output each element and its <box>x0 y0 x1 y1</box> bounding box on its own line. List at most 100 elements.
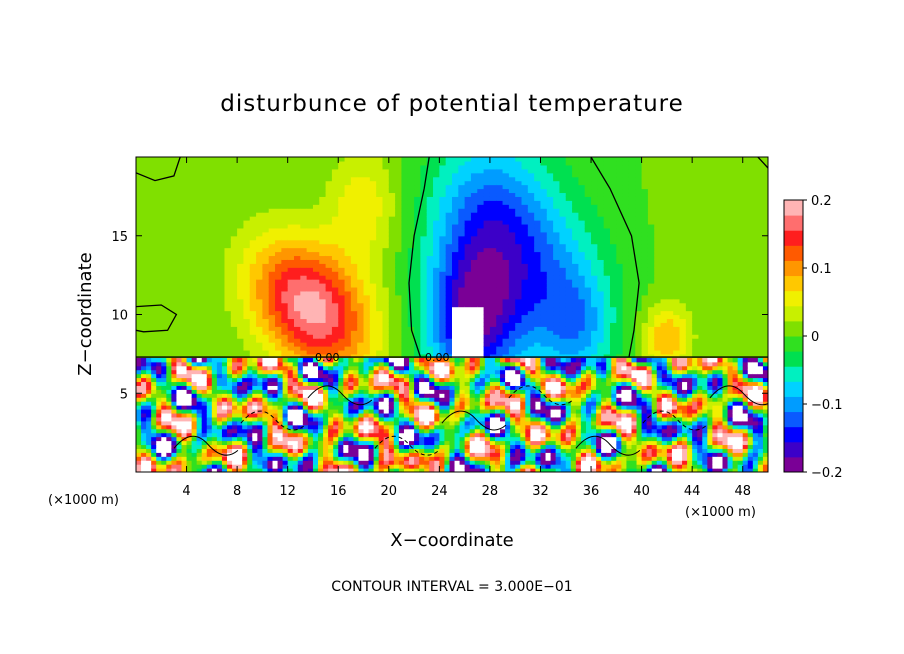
field-cell <box>350 259 358 264</box>
field-cell <box>496 251 504 257</box>
field-cell <box>344 302 352 308</box>
field-cell <box>199 353 207 359</box>
field-cell <box>420 330 428 335</box>
field-cell <box>698 212 706 217</box>
field-cell <box>711 212 719 217</box>
field-cell <box>584 160 592 166</box>
field-cell <box>477 283 485 288</box>
field-cell <box>401 314 409 320</box>
field-cell <box>483 157 491 162</box>
field-cell <box>230 263 238 268</box>
field-cell <box>496 322 504 327</box>
field-cell <box>237 279 245 284</box>
field-cell <box>167 164 175 170</box>
field-cell <box>376 283 384 288</box>
field-cell <box>559 251 567 257</box>
field-cell <box>401 172 409 178</box>
field-cell <box>660 290 668 296</box>
field-cell <box>142 235 150 241</box>
field-cell <box>692 271 700 276</box>
field-cell <box>622 223 630 229</box>
field-cell <box>262 302 270 308</box>
field-cell <box>256 318 263 323</box>
field-cell <box>597 251 605 257</box>
field-cell <box>154 196 162 201</box>
field-cell <box>673 255 681 260</box>
field-cell <box>458 330 466 335</box>
field-cell <box>704 212 712 217</box>
field-cell <box>527 302 535 308</box>
field-cell <box>628 294 636 300</box>
field-cell <box>496 184 504 190</box>
field-cell <box>230 286 238 292</box>
field-cell <box>281 243 289 249</box>
field-cell <box>224 204 232 209</box>
field-cell <box>572 188 579 194</box>
field-cell <box>698 259 706 264</box>
field-cell <box>445 235 453 241</box>
field-cell <box>660 231 668 237</box>
field-cell <box>148 157 156 162</box>
field-cell <box>325 235 333 241</box>
field-cell <box>540 192 548 197</box>
field-cell <box>287 342 295 347</box>
field-cell <box>584 275 592 280</box>
field-cell <box>275 326 282 331</box>
field-cell <box>357 286 365 292</box>
field-cell <box>388 164 396 170</box>
field-cell <box>294 322 301 327</box>
field-cell <box>704 318 712 323</box>
field-cell <box>698 172 706 178</box>
field-cell <box>736 216 744 221</box>
field-cell <box>249 349 257 355</box>
field-cell <box>647 168 655 174</box>
field-cell <box>578 164 586 170</box>
field-cell <box>597 223 605 229</box>
field-cell <box>578 338 586 343</box>
field-cell <box>635 223 643 229</box>
field-cell <box>546 318 554 323</box>
field-cell <box>256 263 263 268</box>
field-cell <box>154 188 162 194</box>
field-cell <box>578 275 586 280</box>
field-cell <box>704 204 712 209</box>
field-cell <box>268 157 276 162</box>
field-cell <box>692 263 700 268</box>
field-cell <box>654 188 662 194</box>
field-cell <box>445 223 453 229</box>
field-cell <box>287 216 295 221</box>
field-cell <box>388 200 396 205</box>
field-cell <box>515 310 523 316</box>
field-cell <box>199 164 207 170</box>
field-cell <box>249 275 257 280</box>
field-cell <box>698 286 706 292</box>
field-cell <box>616 306 624 312</box>
field-cell <box>388 216 396 221</box>
field-cell <box>312 286 320 292</box>
field-cell <box>717 330 725 335</box>
field-cell <box>243 235 251 241</box>
field-cell <box>660 220 668 225</box>
field-cell <box>161 271 169 276</box>
field-cell <box>553 283 561 288</box>
field-cell <box>369 330 377 335</box>
field-cell <box>483 279 491 284</box>
field-cell <box>357 318 365 323</box>
field-cell <box>338 286 346 292</box>
field-cell <box>312 172 320 178</box>
field-cell <box>167 310 175 316</box>
field-cell <box>647 204 655 209</box>
field-cell <box>698 180 706 186</box>
field-cell <box>489 334 497 339</box>
field-cell <box>584 346 592 351</box>
field-cell <box>230 326 238 331</box>
field-cell <box>325 172 333 178</box>
field-cell <box>439 259 447 264</box>
field-cell <box>136 286 143 292</box>
field-cell <box>603 176 611 182</box>
field-cell <box>647 164 655 170</box>
field-cell <box>439 330 447 335</box>
field-cell <box>685 322 693 327</box>
field-cell <box>294 251 301 257</box>
field-cell <box>376 263 384 268</box>
